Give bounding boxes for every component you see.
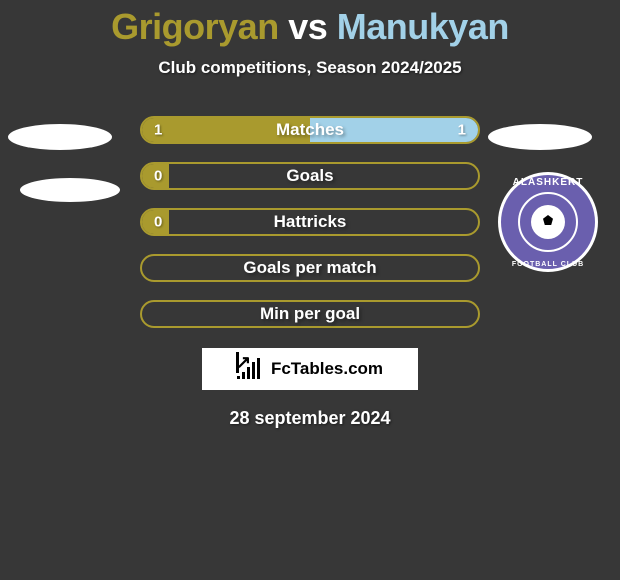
stat-label: Matches	[276, 120, 344, 140]
stat-value-left: 1	[154, 122, 162, 139]
club-badge-text-bottom: FOOTBALL CLUB	[498, 261, 598, 268]
stat-label: Goals per match	[243, 258, 376, 278]
club-badge-inner	[518, 192, 578, 252]
snapshot-date: 28 september 2024	[0, 408, 620, 429]
page-title: Grigoryan vs Manukyan	[0, 0, 620, 48]
fctables-attribution: ↗ FcTables.com	[202, 348, 418, 390]
stat-row: 0 Goals	[140, 162, 480, 190]
player1-avatar-placeholder	[8, 124, 112, 150]
stat-value-left: 0	[154, 214, 162, 231]
stat-row: 1 1 Matches	[140, 116, 480, 144]
player1-club-placeholder	[20, 178, 120, 202]
stat-label: Hattricks	[274, 212, 347, 232]
stat-label: Goals	[286, 166, 333, 186]
title-player2: Manukyan	[337, 6, 509, 47]
stat-row: Min per goal	[140, 300, 480, 328]
stat-value-right: 1	[458, 122, 466, 139]
stat-row: 0 Hattricks	[140, 208, 480, 236]
title-player1: Grigoryan	[111, 6, 279, 47]
club-badge-text-top: ALASHKERT	[498, 177, 598, 188]
stat-label: Min per goal	[260, 304, 360, 324]
stat-value-left: 0	[154, 168, 162, 185]
title-vs: vs	[288, 6, 327, 47]
subtitle: Club competitions, Season 2024/2025	[0, 58, 620, 78]
soccer-ball-icon	[531, 205, 565, 239]
player2-club-badge: ALASHKERT FOOTBALL CLUB	[498, 172, 598, 272]
arrow-icon: ↗	[236, 352, 239, 373]
player2-avatar-placeholder	[488, 124, 592, 150]
stat-row: Goals per match	[140, 254, 480, 282]
fctables-bars-icon: ↗	[237, 359, 265, 379]
fctables-text: FcTables.com	[271, 359, 383, 379]
